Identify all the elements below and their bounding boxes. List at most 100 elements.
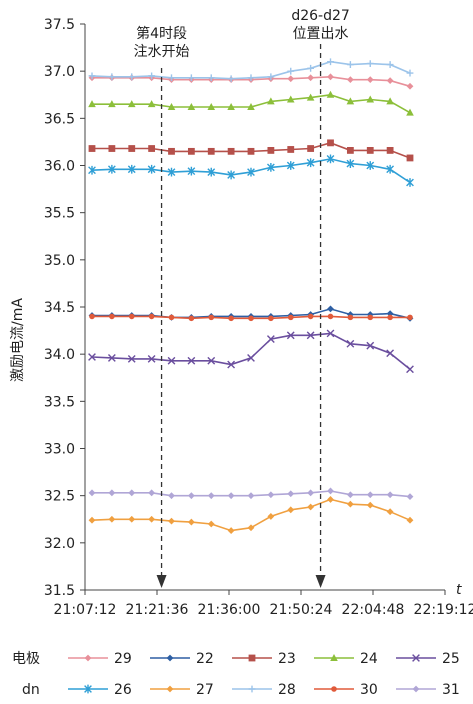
y-tick-label: 34.5 xyxy=(44,300,75,316)
data-point xyxy=(386,491,394,499)
data-point xyxy=(268,315,274,322)
legend-marker xyxy=(84,654,92,662)
series-24 xyxy=(88,90,414,116)
data-point xyxy=(88,489,96,497)
data-point xyxy=(187,492,195,500)
data-point xyxy=(406,493,414,501)
data-point xyxy=(147,164,156,174)
data-point xyxy=(307,64,315,72)
data-point xyxy=(168,147,175,155)
annotation-2-line1: d26-d27 xyxy=(291,8,349,24)
data-point xyxy=(167,356,176,365)
data-point xyxy=(366,147,374,154)
data-point xyxy=(188,315,195,322)
y-tick-label: 37.5 xyxy=(44,17,75,33)
data-point xyxy=(327,58,334,66)
data-point xyxy=(228,315,234,322)
annotation-1-line1: 第4时段 xyxy=(136,25,187,42)
data-point xyxy=(346,97,355,105)
data-point xyxy=(127,100,136,108)
data-point xyxy=(266,162,275,172)
data-point xyxy=(346,76,354,84)
data-point xyxy=(168,517,175,525)
data-point xyxy=(88,353,96,361)
data-point xyxy=(406,178,414,187)
y-tick-label: 35.5 xyxy=(44,206,75,222)
data-point xyxy=(307,489,315,497)
y-tick-label: 33.0 xyxy=(44,442,75,458)
legend-row-label-2: dn xyxy=(22,682,40,698)
data-point xyxy=(286,95,295,103)
y-tick-label: 37.0 xyxy=(44,64,75,80)
data-point xyxy=(286,161,295,170)
data-point xyxy=(88,165,96,175)
data-point xyxy=(327,487,334,495)
legend-marker xyxy=(248,654,256,662)
data-point xyxy=(287,146,295,153)
data-point xyxy=(128,145,136,152)
legend-marker xyxy=(331,686,337,692)
data-point xyxy=(107,354,116,362)
data-point xyxy=(406,365,414,374)
data-point xyxy=(306,331,315,340)
data-point xyxy=(148,515,156,523)
data-point xyxy=(406,69,414,77)
legend-item-24: 24 xyxy=(314,651,378,667)
data-point xyxy=(207,167,216,177)
data-point xyxy=(306,93,315,101)
legend-item-27: 27 xyxy=(150,682,214,698)
data-point xyxy=(327,313,334,320)
annotation-2-line2: 位置出水 xyxy=(293,26,349,42)
data-point xyxy=(346,159,355,169)
data-point xyxy=(307,313,314,320)
data-point xyxy=(386,164,395,174)
series-26 xyxy=(88,154,414,187)
data-point xyxy=(327,139,334,147)
legend-label: 23 xyxy=(278,651,296,667)
data-point xyxy=(287,490,295,498)
data-point xyxy=(187,166,196,176)
x-tick-label: 21:50:24 xyxy=(270,602,333,618)
data-point xyxy=(386,310,394,318)
data-point xyxy=(366,161,375,170)
data-point xyxy=(327,496,334,503)
y-tick-label: 36.0 xyxy=(44,159,75,175)
data-point xyxy=(148,145,156,152)
data-point xyxy=(267,97,275,105)
data-point xyxy=(287,314,294,321)
data-point xyxy=(386,77,394,84)
data-point xyxy=(208,314,215,321)
data-point xyxy=(127,354,136,363)
data-point xyxy=(327,73,334,81)
series-28 xyxy=(88,58,414,83)
data-point xyxy=(266,335,275,343)
data-point xyxy=(287,506,295,514)
data-point xyxy=(167,103,176,111)
legend-marker xyxy=(412,685,420,693)
data-point xyxy=(247,354,255,362)
data-point xyxy=(267,147,275,154)
legend-row-label-1: 电极 xyxy=(12,651,40,667)
data-point xyxy=(347,314,354,321)
data-point xyxy=(386,147,394,154)
data-point xyxy=(128,489,136,497)
data-point xyxy=(366,95,375,103)
data-point xyxy=(287,75,295,83)
legend-marker xyxy=(330,654,338,661)
x-axis-label: t xyxy=(456,582,462,598)
data-point xyxy=(88,72,96,80)
data-point xyxy=(247,147,255,155)
data-point xyxy=(407,314,413,321)
legend-label: 31 xyxy=(442,682,460,698)
legend-item-28: 28 xyxy=(232,682,296,698)
data-point xyxy=(346,147,354,154)
data-point xyxy=(406,154,414,162)
data-point xyxy=(227,492,235,500)
x-tick-label: 21:21:36 xyxy=(126,602,189,618)
legend-marker xyxy=(412,654,420,662)
legend-item-25: 25 xyxy=(396,651,460,667)
y-tick-label: 36.5 xyxy=(44,111,75,127)
y-tick-label: 32.0 xyxy=(44,536,75,552)
legend-item-26: 26 xyxy=(68,682,132,698)
legend-label: 29 xyxy=(114,651,132,667)
